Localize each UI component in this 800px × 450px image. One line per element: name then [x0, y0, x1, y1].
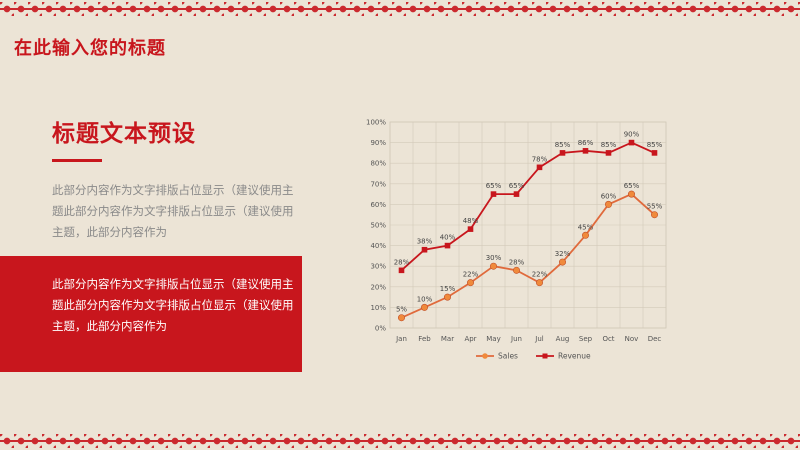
sales-point — [444, 293, 452, 301]
x-tick-label: Dec — [648, 335, 662, 343]
y-tick-label: 10% — [370, 304, 386, 312]
revenue-data-label: 28% — [394, 258, 410, 266]
y-tick-label: 90% — [370, 139, 386, 147]
revenue-data-label: 65% — [486, 182, 502, 190]
sales-data-label: 55% — [647, 203, 663, 211]
revenue-point — [536, 164, 543, 171]
chart-legend: Sales Revenue — [476, 352, 591, 361]
revenue-point — [444, 242, 451, 249]
sales-data-label: 15% — [440, 285, 456, 293]
y-tick-label: 40% — [370, 242, 386, 250]
sales-data-label: 30% — [486, 254, 502, 262]
revenue-point — [559, 150, 566, 156]
y-tick-label: 20% — [370, 283, 386, 291]
revenue-point — [513, 191, 520, 197]
sales-point — [536, 279, 544, 287]
revenue-data-label: 85% — [555, 141, 571, 149]
revenue-point — [421, 246, 428, 253]
sales-data-label: 45% — [578, 223, 594, 231]
revenue-point — [398, 267, 405, 274]
line-chart: 0% 10% 20% 30% 40% 50% 60% 70% 80% 90% 100% Jan Feb M… — [366, 119, 667, 361]
x-tick-label: Oct — [602, 335, 614, 343]
y-tick-label: 30% — [370, 263, 386, 271]
heading-underline — [52, 159, 102, 162]
sales-data-label: 22% — [532, 271, 548, 279]
revenue-legend-marker — [542, 353, 548, 359]
revenue-point — [651, 150, 658, 156]
x-tick-label: Apr — [464, 335, 476, 343]
x-tick-label: Jul — [534, 335, 544, 343]
sales-point — [467, 279, 475, 287]
revenue-data-label: 90% — [624, 131, 640, 139]
sales-legend-marker — [482, 353, 488, 359]
x-tick-label: Jun — [510, 335, 522, 343]
revenue-data-label: 65% — [509, 182, 525, 190]
bottom-decorative-border — [0, 434, 800, 448]
panel-text: 此部分内容作为文字排版占位显示（建议使用主题此部分内容作为文字排版占位显示（建议… — [52, 277, 294, 333]
x-tick-label: Sep — [579, 335, 593, 343]
revenue-point — [628, 139, 635, 146]
x-tick-label: Feb — [418, 335, 431, 343]
sales-data-label: 5% — [396, 306, 407, 314]
sales-data-label: 60% — [601, 192, 617, 200]
x-tick-label: Mar — [441, 335, 454, 343]
sales-point — [650, 211, 658, 219]
revenue-point — [467, 226, 474, 232]
sales-data-label: 32% — [555, 250, 571, 258]
x-tick-label: Jan — [395, 335, 407, 343]
sales-point — [397, 314, 405, 322]
revenue-data-label: 85% — [647, 141, 663, 149]
revenue-data-label: 85% — [601, 141, 617, 149]
x-tick-label: Nov — [625, 335, 639, 343]
chart-axes: 0% 10% 20% 30% 40% 50% 60% 70% 80% 90% 100% Jan Feb M… — [366, 119, 661, 344]
sales-series-line — [401, 193, 656, 319]
revenue-data-label: 40% — [440, 234, 456, 242]
sales-point — [605, 200, 613, 208]
sales-data-label: 10% — [417, 295, 433, 303]
sales-data-label: 28% — [509, 258, 525, 266]
revenue-point — [605, 150, 612, 156]
x-tick-label: Aug — [556, 335, 570, 343]
revenue-data-label: 48% — [463, 217, 479, 225]
chart-series: 5% 10% 15% 22% 30% 28% 22% 32% 45% 60% 65% 55% 28% 38… — [394, 131, 663, 322]
body-text: 此部分内容作为文字排版占位显示（建议使用主题此部分内容作为文字排版占位显示（建议… — [52, 183, 294, 239]
revenue-point — [490, 191, 497, 197]
revenue-series-line — [400, 141, 655, 271]
y-tick-label: 50% — [370, 222, 386, 230]
y-tick-label: 0% — [375, 325, 386, 333]
sales-point — [627, 190, 635, 198]
sales-point — [559, 258, 567, 266]
x-tick-label: May — [486, 335, 500, 343]
section-heading: 标题文本预设 — [52, 121, 196, 147]
revenue-data-label: 38% — [417, 238, 433, 246]
sales-data-label: 22% — [463, 271, 479, 279]
sales-data-label: 65% — [624, 182, 640, 190]
sales-point — [582, 231, 590, 239]
page-title: 在此输入您的标题 — [14, 38, 166, 59]
highlight-panel: 此部分内容作为文字排版占位显示（建议使用主题此部分内容作为文字排版占位显示（建议… — [0, 256, 302, 372]
y-tick-label: 70% — [370, 180, 386, 188]
y-tick-label: 60% — [370, 201, 386, 209]
top-decorative-border — [0, 2, 800, 16]
revenue-data-label: 86% — [578, 139, 594, 147]
revenue-legend-label: Revenue — [558, 352, 591, 361]
y-tick-label: 100% — [366, 119, 386, 127]
revenue-data-label: 78% — [532, 155, 548, 163]
sales-point — [490, 262, 498, 270]
y-tick-label: 80% — [370, 160, 386, 168]
sales-point — [513, 266, 521, 274]
chart-gridlines — [389, 121, 667, 329]
sales-legend-label: Sales — [498, 352, 518, 361]
revenue-point — [582, 148, 589, 154]
sales-point — [420, 303, 428, 311]
